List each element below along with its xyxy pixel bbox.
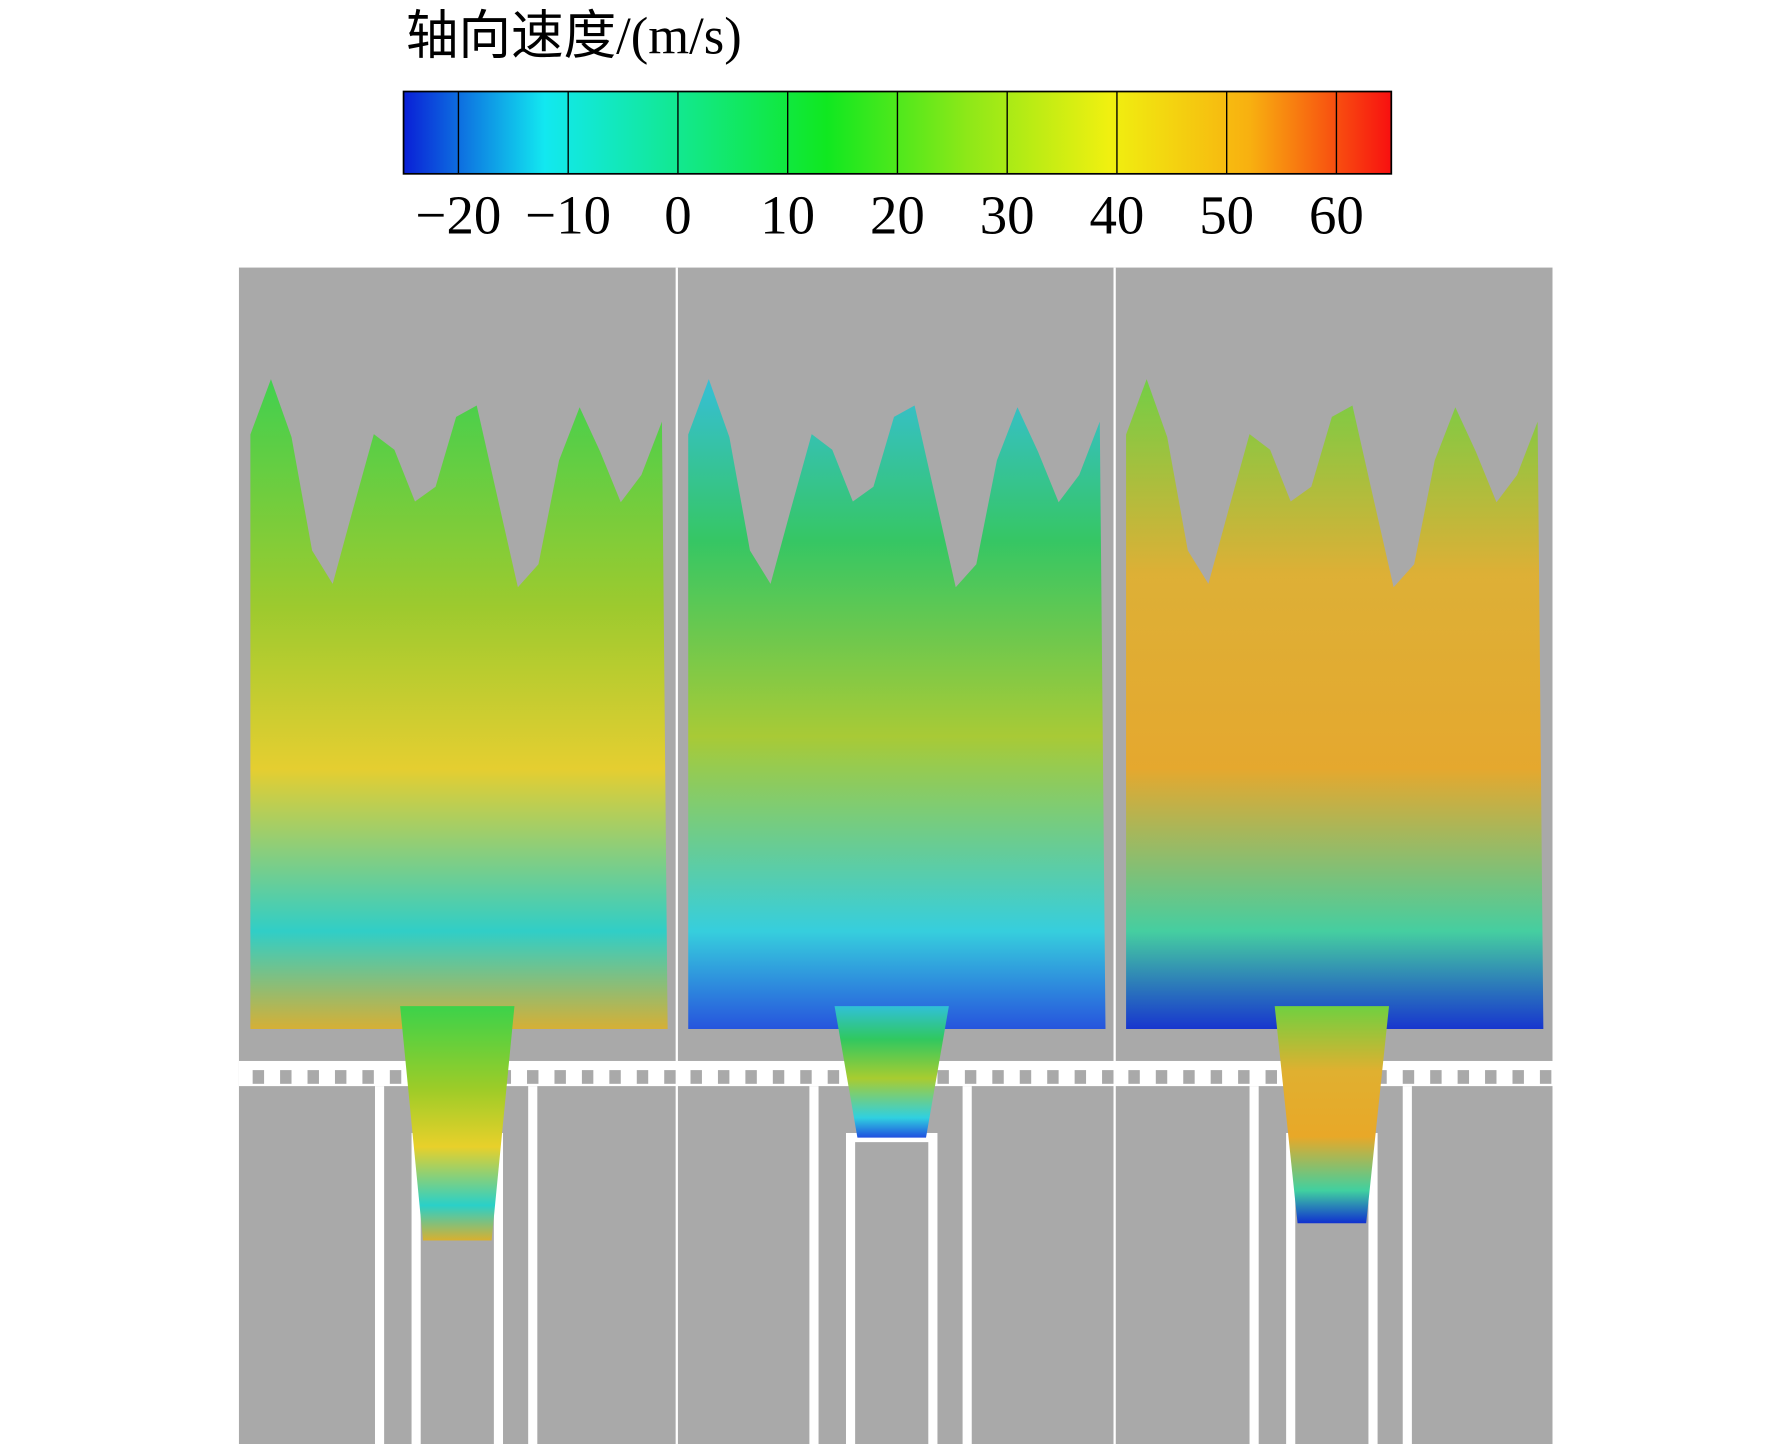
flame-isosurface: [250, 379, 668, 1029]
colorbar-tick-label: 10: [760, 184, 815, 245]
plate-slot: [280, 1070, 292, 1084]
colorbar-tick-label: 20: [870, 184, 925, 245]
plate-slot: [1128, 1070, 1140, 1084]
colorbar-tick-label: 60: [1309, 184, 1364, 245]
colorbar-tick-label: −10: [525, 184, 611, 245]
plate-slot: [1074, 1070, 1087, 1084]
plate-slot: [1102, 1070, 1114, 1084]
flame-isosurface: [688, 379, 1106, 1029]
flame-core: [1274, 1006, 1390, 1224]
plate-slot: [1183, 1070, 1195, 1084]
nozzle-wall: [1402, 1086, 1412, 1444]
flame-isosurface: [1126, 379, 1544, 1029]
colorbar-title: 轴向速度/(m/s): [406, 7, 742, 65]
plate-slot: [1457, 1070, 1470, 1084]
inner-tube: [845, 1132, 938, 1444]
plate-slot: [389, 1070, 402, 1084]
plate-slot: [1485, 1070, 1497, 1084]
simulation-panels: [238, 267, 1553, 1444]
plate-slot: [554, 1070, 566, 1084]
plate-slot: [1155, 1070, 1168, 1084]
plate-slot: [307, 1070, 319, 1084]
plate-slot: [609, 1070, 621, 1084]
plate-slot: [827, 1070, 840, 1084]
plate-slot: [1402, 1070, 1415, 1084]
plate-slot: [1210, 1070, 1223, 1084]
plate-slot: [527, 1070, 539, 1084]
plate-slot: [1512, 1070, 1524, 1084]
nozzle-wall: [809, 1086, 819, 1444]
flame-core: [834, 1006, 949, 1138]
colorbar-tick-label: 40: [1090, 184, 1145, 245]
colorbar-tick-label: 0: [664, 184, 691, 245]
flame-core: [400, 1006, 515, 1241]
plate-slot: [772, 1070, 785, 1084]
plate-slot: [800, 1070, 812, 1084]
plate-slot: [252, 1070, 265, 1084]
plate-slot: [937, 1070, 949, 1084]
colorbar-tick-label: 50: [1199, 184, 1254, 245]
plate-slot: [1238, 1070, 1250, 1084]
plate-slot: [717, 1070, 730, 1084]
plate-slot: [1539, 1070, 1552, 1084]
plate-slot: [636, 1070, 649, 1084]
nozzle-wall: [962, 1086, 972, 1444]
nozzle-wall: [528, 1086, 538, 1444]
colorbar-tick-label: −20: [416, 184, 502, 245]
plate-slot: [690, 1070, 702, 1084]
plate-slot: [745, 1070, 757, 1084]
plate-slot: [964, 1070, 977, 1084]
plate-slot: [334, 1070, 347, 1084]
plate-slot: [362, 1070, 374, 1084]
plate-slot: [1047, 1070, 1059, 1084]
plate-slot: [992, 1070, 1004, 1084]
plate-slot: [1019, 1070, 1032, 1084]
colorbar-tick-label: 30: [980, 184, 1035, 245]
nozzle-wall: [1249, 1086, 1259, 1444]
plate-slot: [664, 1070, 676, 1084]
plate-slot: [581, 1070, 594, 1084]
plate-slot: [1430, 1070, 1442, 1084]
nozzle-wall: [374, 1086, 385, 1444]
plate-slot: [1265, 1070, 1277, 1084]
